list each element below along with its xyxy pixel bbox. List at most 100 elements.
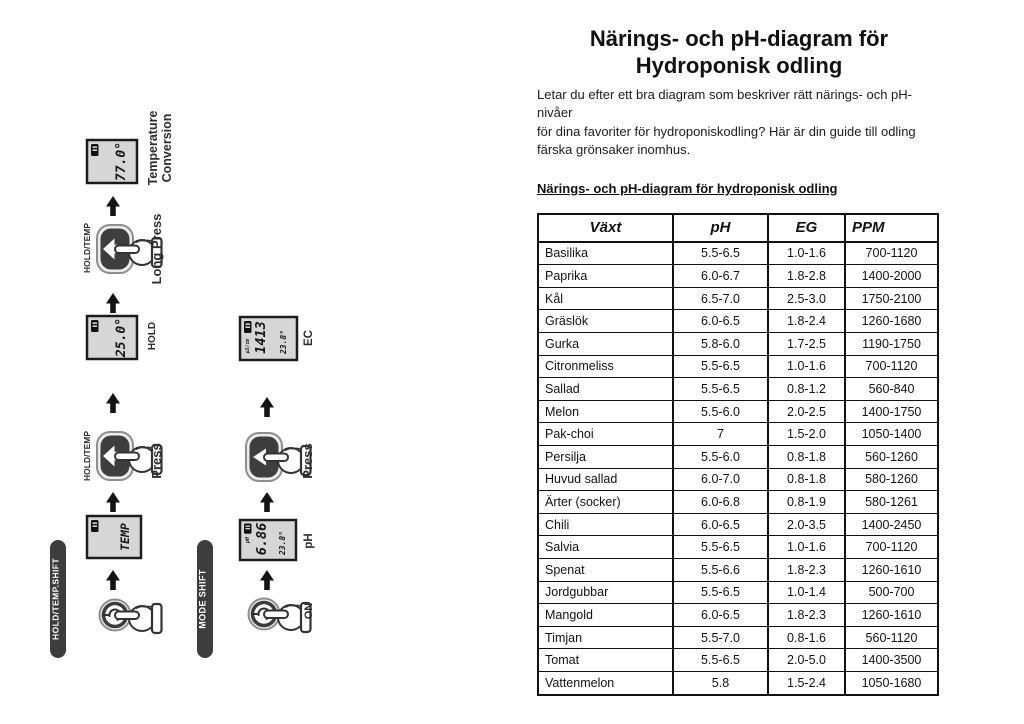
lcd-ph-display: pH 6.86 23.8° (238, 518, 298, 562)
value-cell: 1.8-2.3 (767, 557, 846, 582)
value-cell: 0.8-1.6 (767, 625, 846, 650)
table-row: Spenat 5.5-6.6 1.8-2.3 1260-1610 (537, 557, 939, 582)
flow-arrow-icon (260, 492, 274, 512)
value-cell: 1.0-1.6 (767, 241, 846, 266)
value-cell: 1.0-1.6 (767, 354, 846, 379)
value-cell: 5.5-6.5 (672, 580, 769, 605)
value-cell: 0.8-1.2 (767, 377, 846, 401)
plant-name-cell: Citronmeliss (537, 354, 674, 379)
power-button-hand-icon (97, 597, 163, 635)
value-cell: 5.8 (672, 670, 769, 696)
table-row: Persilja 5.5-6.0 0.8-1.8 560-1260 (537, 444, 939, 469)
table-row: Melon 5.5-6.0 2.0-2.5 1400-1750 (537, 399, 939, 424)
table-row: Huvud sallad 6.0-7.0 0.8-1.8 580-1260 (537, 467, 939, 492)
value-cell: 1050-1680 (844, 670, 939, 696)
plant-name-cell: Spenat (537, 557, 674, 582)
hold-temp-button-label: HOLD/TEMP (82, 431, 92, 481)
value-cell: 1.8-2.8 (767, 264, 846, 288)
value-cell: 7 (672, 422, 769, 446)
value-cell: 5.5-6.0 (672, 444, 769, 469)
value-cell: 1400-2450 (844, 512, 939, 537)
flow-arrow-icon (106, 393, 120, 413)
meter-instruction-diagram: HOLD/TEMP.SHIFT MODE SHIFT TEMP HOLD/TEM… (50, 111, 315, 658)
value-cell: 6.0-6.7 (672, 264, 769, 288)
table-row: Gurka 5.8-6.0 1.7-2.5 1190-1750 (537, 332, 939, 356)
value-cell: 1.7-2.5 (767, 332, 846, 356)
value-cell: 5.5-6.0 (672, 399, 769, 424)
nutrient-ph-table: Växt pH EG PPM Basilika 5.5-6.5 1.0-1.6 700… (537, 212, 939, 696)
lcd-temp-display: TEMP (85, 514, 143, 560)
table-row: Vattenmelon 5.8 1.5-2.4 1050-1680 (537, 670, 939, 696)
value-cell: 2.5-3.0 (767, 286, 846, 311)
lcd-ec-value: 1413 (253, 321, 269, 354)
lcd-ph-temp: 23.8° (278, 531, 287, 556)
value-cell: 1.0-1.4 (767, 580, 846, 605)
flow-arrow-icon (260, 570, 274, 590)
value-cell: 1400-2000 (844, 264, 939, 288)
hold-state-label: HOLD (147, 322, 158, 350)
value-cell: 2.0-3.5 (767, 512, 846, 537)
value-cell: 1260-1610 (844, 557, 939, 582)
plant-name-cell: Gräslök (537, 309, 674, 333)
flow-arrow-icon (260, 397, 274, 417)
plant-name-cell: Salvia (537, 535, 674, 559)
plant-name-cell: Timjan (537, 625, 674, 650)
hold-temp-shift-pill: HOLD/TEMP.SHIFT (50, 540, 66, 658)
value-cell: 2.0-5.0 (767, 648, 846, 672)
value-cell: 700-1120 (844, 354, 939, 379)
lcd-ec-temp: 23.8° (279, 330, 288, 355)
header-vaxt: Växt (537, 212, 674, 243)
plant-name-cell: Kål (537, 286, 674, 311)
value-cell: 1260-1610 (844, 603, 939, 627)
table-body: Basilika 5.5-6.5 1.0-1.6 700-1120 Paprika 6.0… (537, 241, 939, 696)
table-row: Salvia 5.5-6.5 1.0-1.6 700-1120 (537, 535, 939, 559)
value-cell: 1.5-2.0 (767, 422, 846, 446)
plant-name-cell: Gurka (537, 332, 674, 356)
table-row: Chili 6.0-6.5 2.0-3.5 1400-2450 (537, 512, 939, 537)
plant-name-cell: Paprika (537, 264, 674, 288)
value-cell: 580-1261 (844, 490, 939, 514)
temperature-conversion-label-line2: Conversion (160, 114, 174, 183)
plant-name-cell: Tomat (537, 648, 674, 672)
flow-arrow-icon (106, 570, 120, 590)
lcd-ph-unit: pH (245, 536, 251, 544)
value-cell: 5.5-6.5 (672, 377, 769, 401)
table-row: Mangold 6.0-6.5 1.8-2.3 1260-1610 (537, 603, 939, 627)
header-ph: pH (672, 212, 769, 243)
intro-line: färska grönsaker inomhus. (537, 142, 691, 158)
plant-name-cell: Vattenmelon (537, 670, 674, 696)
value-cell: 580-1260 (844, 467, 939, 492)
value-cell: 5.5-6.5 (672, 241, 769, 266)
value-cell: 700-1120 (844, 241, 939, 266)
table-row: Tomat 5.5-6.5 2.0-5.0 1400-3500 (537, 648, 939, 672)
value-cell: 5.5-6.5 (672, 354, 769, 379)
on-button-hand-icon (246, 596, 312, 634)
plant-name-cell: Persilja (537, 444, 674, 469)
table-row: Kål 6.5-7.0 2.5-3.0 1750-2100 (537, 286, 939, 311)
lcd-fahrenheit-value: 77.0° (114, 142, 129, 181)
table-row: Timjan 5.5-7.0 0.8-1.6 560-1120 (537, 625, 939, 650)
value-cell: 5.5-7.0 (672, 625, 769, 650)
header-ppm: PPM (844, 212, 939, 243)
plant-name-cell: Pak-choi (537, 422, 674, 446)
value-cell: 0.8-1.9 (767, 490, 846, 514)
value-cell: 1.8-2.4 (767, 309, 846, 333)
value-cell: 5.5-6.5 (672, 535, 769, 559)
plant-name-cell: Huvud sallad (537, 467, 674, 492)
value-cell: 6.0-7.0 (672, 467, 769, 492)
long-press-action-label: Long Press (149, 214, 164, 285)
page-title-line1: Närings- och pH-diagram för (589, 26, 889, 51)
table-row: Paprika 6.0-6.7 1.8-2.8 1400-2000 (537, 264, 939, 288)
press-action-label: Press (149, 443, 164, 478)
intro-line: Letar du efter ett bra diagram som beskr… (537, 87, 912, 121)
plant-name-cell: Ärter (socker) (537, 490, 674, 514)
value-cell: 6.0-6.5 (672, 309, 769, 333)
value-cell: 1400-1750 (844, 399, 939, 424)
table-row: Gräslök 6.0-6.5 1.8-2.4 1260-1680 (537, 309, 939, 333)
ec-mode-label: EC (303, 330, 315, 346)
table-row: Sallad 5.5-6.5 0.8-1.2 560-840 (537, 377, 939, 401)
mode-shift-pill: MODE SHIFT (197, 540, 213, 658)
value-cell: 1400-3500 (844, 648, 939, 672)
value-cell: 0.8-1.8 (767, 444, 846, 469)
